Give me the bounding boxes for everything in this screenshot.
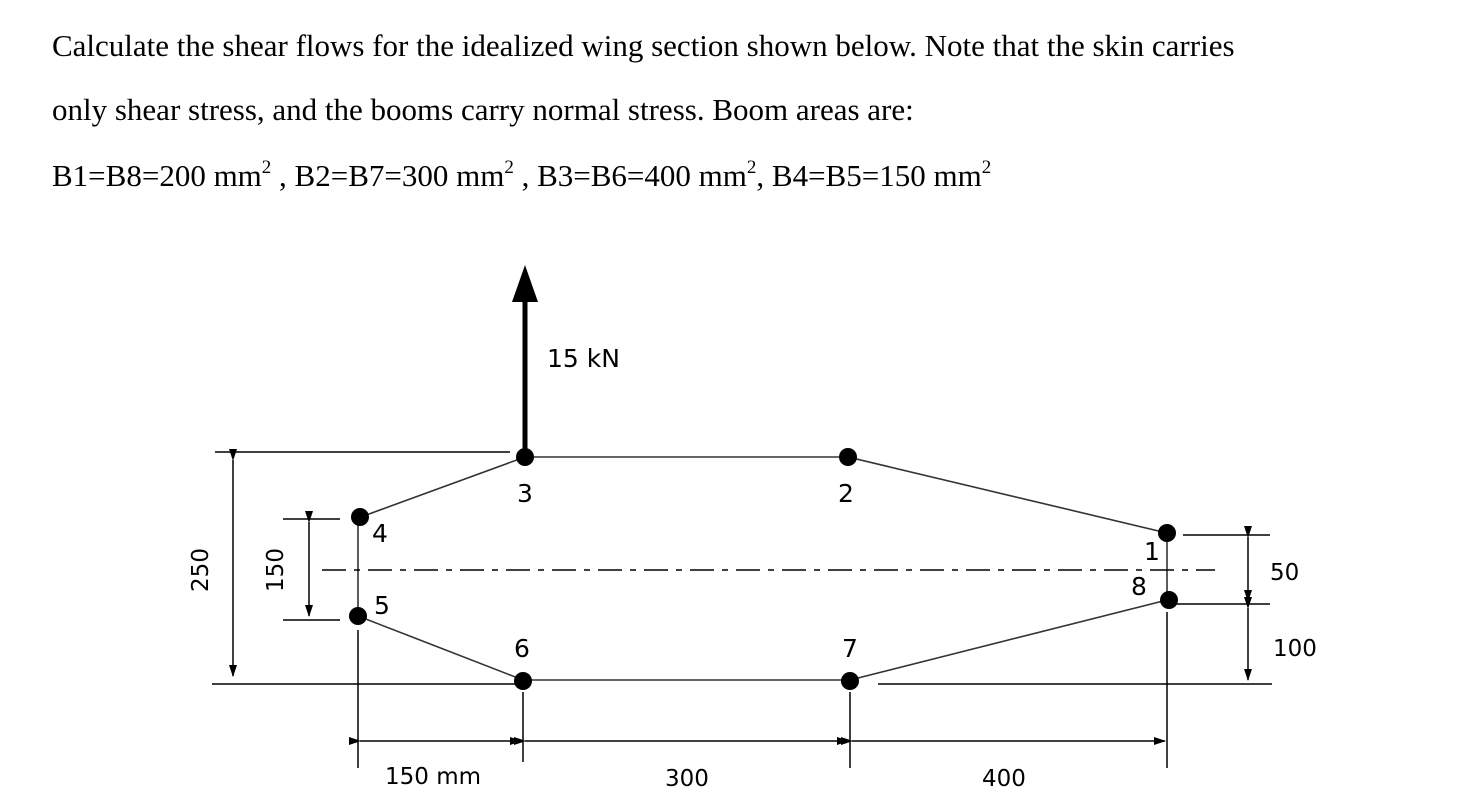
skin-4-3 xyxy=(357,456,526,519)
boom-6 xyxy=(514,672,532,690)
boom-area-b3-b6: B3=B6=400 mm2, xyxy=(537,157,772,193)
dim-label-tail-lower: 100 xyxy=(1273,636,1317,662)
boom-area-b4-b5: B4=B5=150 mm2 xyxy=(771,157,992,193)
boom-label-4: 4 xyxy=(372,519,388,548)
boom-1 xyxy=(1158,524,1176,542)
skin-6-5 xyxy=(357,615,524,681)
boom-7 xyxy=(841,672,859,690)
skin-2-1 xyxy=(847,456,1168,534)
wing-skin xyxy=(357,456,1168,681)
boom-label-6: 6 xyxy=(514,634,530,663)
boom-label-3: 3 xyxy=(517,479,533,508)
boom-area-b1-b8: B1=B8=200 mm2 , xyxy=(52,157,295,193)
boom-label-2: 2 xyxy=(838,479,854,508)
dim-label-nose-height: 150 xyxy=(263,548,289,592)
dim-label-overall-height: 250 xyxy=(188,548,214,592)
boom-area-b2-b7: B2=B7=300 mm2 , xyxy=(294,157,538,193)
problem-statement: Calculate the shear flows for the ideali… xyxy=(52,14,1452,208)
boom-label-1: 1 xyxy=(1144,537,1160,566)
dim-label-span-1: 150 mm xyxy=(385,764,481,790)
problem-line-1: Calculate the shear flows for the ideali… xyxy=(52,28,1235,63)
dim-label-span-3: 400 xyxy=(982,766,1026,792)
dim-label-tail-upper: 50 xyxy=(1270,560,1299,586)
dim-label-span-2: 300 xyxy=(665,766,709,792)
boom-label-7: 7 xyxy=(842,634,858,663)
boom-areas: B1=B8=200 mm2 , B2=B7=300 mm2 , B3=B6=40… xyxy=(52,144,1452,208)
boom-8 xyxy=(1160,591,1178,609)
boom-5 xyxy=(349,607,367,625)
boom-2 xyxy=(839,448,857,466)
skin-8-7 xyxy=(849,599,1168,681)
extension-lines xyxy=(212,451,1272,768)
load-arrow xyxy=(512,265,538,457)
booms xyxy=(349,448,1178,690)
boom-label-8: 8 xyxy=(1131,572,1147,601)
problem-line-2: only shear stress, and the booms carry n… xyxy=(52,92,914,127)
load-label: 15 kN xyxy=(547,344,620,373)
boom-label-5: 5 xyxy=(374,591,390,620)
boom-3 xyxy=(516,448,534,466)
boom-4 xyxy=(351,508,369,526)
